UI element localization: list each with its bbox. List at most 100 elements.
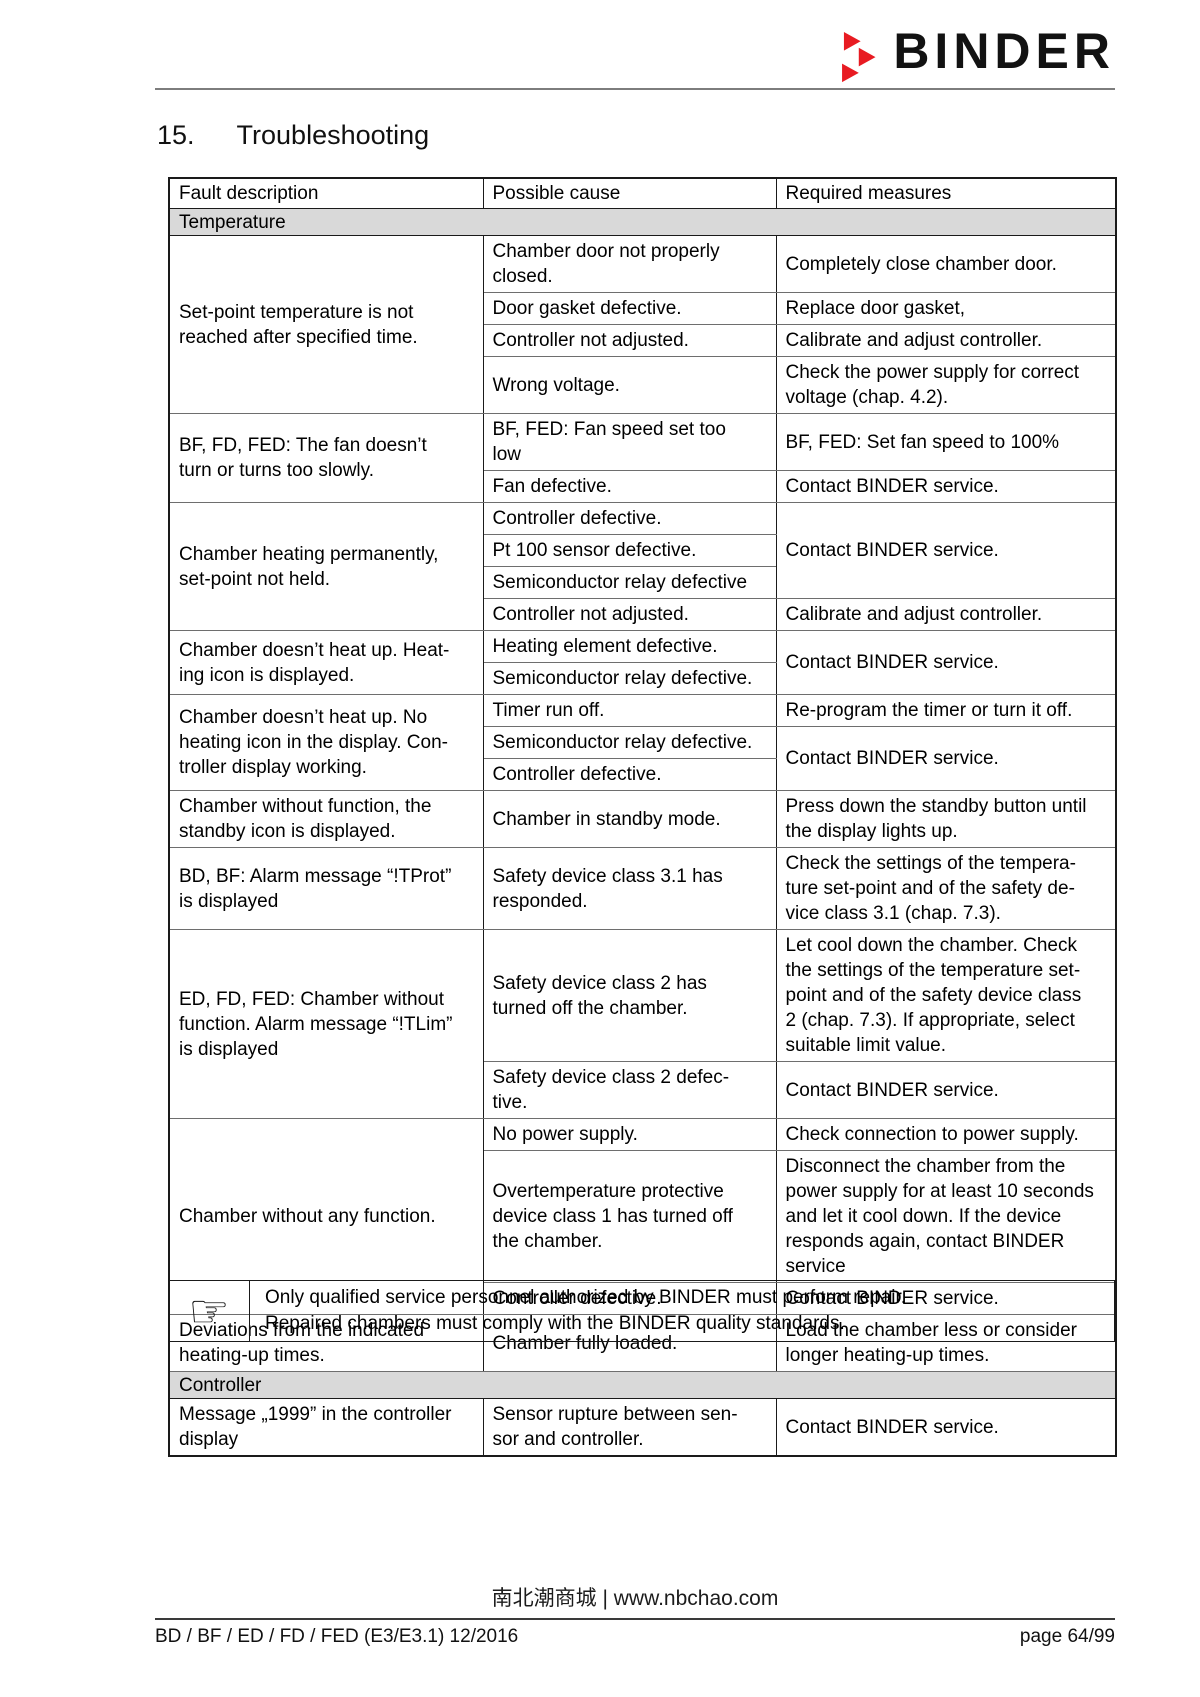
cause-cell: Controller not adjusted.	[482, 324, 777, 357]
table-row: Chamber without any function. No power su…	[168, 1118, 1117, 1315]
table-row: BF, FD, FED: The fan doesn’t turn or tur…	[168, 413, 1117, 503]
table-row: Controller defective. Contact BINDER serv…	[169, 1282, 1117, 1315]
measure-cell: Calibrate and adjust controller.	[775, 324, 1117, 357]
table-row: Deviations from the indicated heating-up…	[168, 1314, 1117, 1372]
note-icon-cell: ☞	[169, 1281, 250, 1341]
table-header-row: Fault description Possible cause Require…	[168, 177, 1117, 209]
page-title: 15. Troubleshooting	[157, 120, 429, 151]
binder-triangles-icon	[842, 32, 876, 83]
cause-cell: Safety device class 2 defec- tive.	[482, 1061, 777, 1119]
header-divider	[155, 88, 1115, 90]
measure-cell: Load the chamber less or consider longer…	[775, 1314, 1117, 1372]
cause-cell: Timer run off.	[482, 694, 777, 727]
cause-cell: Controller not adjusted.	[482, 598, 777, 631]
measure-cell: Completely close chamber door.	[775, 235, 1117, 293]
pointing-hand-icon: ☞	[188, 1285, 230, 1337]
table-row: Message „1999” in the controller display…	[168, 1398, 1117, 1457]
measure-cell: Contact BINDER service.	[775, 1398, 1117, 1457]
table-row: Overtemperature protective device class …	[169, 1150, 1117, 1283]
measure-cell: Contact BINDER service.	[775, 1061, 1117, 1119]
troubleshooting-table-wrap: Fault description Possible cause Require…	[168, 177, 1117, 1457]
cause-cell: Safety device class 3.1 has responded.	[482, 847, 777, 930]
cause-cell: Pt 100 sensor defective.	[482, 534, 777, 567]
fault-cell: Chamber doesn’t heat up. No heating icon…	[168, 694, 484, 791]
troubleshooting-table-body: Temperature Set-point temperature is not …	[168, 208, 1117, 1457]
fault-cell: ED, FD, FED: Chamber without function. A…	[168, 929, 484, 1119]
cause-cell: Sensor rupture between sen- sor and cont…	[482, 1398, 777, 1457]
section-row: Controller	[168, 1371, 1117, 1399]
table-row: BD, BF: Alarm message “!TProt” is displa…	[168, 847, 1117, 930]
section-band: Temperature	[168, 208, 1117, 236]
binder-logo-text: BINDER	[893, 23, 1115, 79]
fault-cell: Chamber heating permanently, set-point n…	[168, 502, 484, 631]
fault-cell: Set-point temperature is not reached aft…	[168, 235, 484, 414]
cause-cell: Semiconductor relay defective.	[482, 726, 777, 759]
measure-cell: Contact BINDER service.	[775, 1282, 1117, 1315]
section-row: Temperature	[168, 208, 1117, 236]
fault-cell: Chamber doesn’t heat up. Heat- ing icon …	[168, 630, 484, 695]
measure-cell: Re-program the timer or turn it off.	[775, 694, 1117, 727]
footer-line: BD / BF / ED / FD / FED (E3/E3.1) 12/201…	[155, 1626, 1115, 1648]
fault-cell: BD, BF: Alarm message “!TProt” is displa…	[168, 847, 484, 930]
measure-cell: Replace door gasket,	[775, 292, 1117, 325]
footer-watermark: 南北潮商城 | www.nbchao.com	[491, 1587, 779, 1610]
measure-cell: Contact BINDER service.	[775, 726, 1117, 791]
note-box: ☞ Only qualified service personnel autho…	[168, 1280, 1115, 1342]
binder-logo: BINDER	[833, 26, 1115, 84]
troubleshooting-table: Fault description Possible cause Require…	[168, 177, 1117, 1457]
cause-cell: Overtemperature protective device class …	[482, 1150, 777, 1283]
cause-cell: Wrong voltage.	[482, 356, 777, 414]
cause-cell: Controller defective.	[482, 758, 777, 791]
measure-cell: Check the power supply for correct volta…	[775, 356, 1117, 414]
table-row: Controller not adjusted. Calibrate and ad…	[169, 598, 1117, 631]
column-header-measures: Required measures	[775, 177, 1117, 209]
column-header-fault: Fault description	[168, 177, 484, 209]
cause-cell: Chamber door not properly closed.	[482, 235, 777, 293]
measure-cell: Disconnect the chamber from the power su…	[775, 1150, 1117, 1283]
fault-cell: Message „1999” in the controller display	[168, 1398, 484, 1457]
cause-cell: Controller defective.	[482, 1282, 777, 1315]
measure-cell: BF, FED: Set fan speed to 100%	[775, 413, 1117, 471]
cause-cell: Controller defective.	[482, 502, 777, 535]
cause-cell: Heating element defective.	[482, 630, 777, 663]
fault-cell: Chamber without any function.	[168, 1118, 484, 1315]
cause-cell: Safety device class 2 has turned off the…	[482, 929, 777, 1062]
table-row: Chamber heating permanently, set-point n…	[168, 502, 1117, 631]
table-row: Semiconductor relay defective. Contact BI…	[169, 726, 1117, 791]
measure-cell: Press down the standby button until the …	[775, 790, 1117, 848]
section-band: Controller	[168, 1371, 1117, 1399]
measure-cell: Calibrate and adjust controller.	[775, 598, 1117, 631]
cause-cell: BF, FED: Fan speed set too low	[482, 413, 777, 471]
note-line: Only qualified service personnel authori…	[265, 1287, 907, 1308]
table-row: ED, FD, FED: Chamber without function. A…	[168, 929, 1117, 1119]
fault-cell: Chamber without function, the standby ic…	[168, 790, 484, 848]
cause-cell: Chamber fully loaded.	[482, 1314, 777, 1372]
section-number: 15.	[157, 120, 195, 150]
measure-cell: Let cool down the chamber. Check the set…	[775, 929, 1117, 1062]
cause-cell: Semiconductor relay defective.	[482, 662, 777, 695]
table-row: Safety device class 2 defec- tive. Contac…	[169, 1061, 1117, 1119]
table-row: Chamber without function, the standby ic…	[168, 790, 1117, 848]
footer-doc-id: BD / BF / ED / FD / FED (E3/E3.1) 12/201…	[155, 1626, 519, 1647]
cause-cell: Door gasket defective.	[482, 292, 777, 325]
fault-cell: BF, FD, FED: The fan doesn’t turn or tur…	[168, 413, 484, 503]
cause-cell: Fan defective.	[482, 470, 777, 503]
table-row: Semiconductor relay defective.	[169, 662, 1116, 695]
table-row: Set-point temperature is not reached aft…	[168, 235, 1117, 414]
cause-cell: No power supply.	[482, 1118, 777, 1151]
measure-cell: Contact BINDER service.	[775, 470, 1117, 503]
footer-divider	[155, 1618, 1115, 1620]
footer-page-number: page 64/99	[1019, 1626, 1115, 1647]
table-row: Chamber doesn’t heat up. No heating icon…	[168, 694, 1117, 791]
section-title-text: Troubleshooting	[236, 120, 430, 150]
measure-cell: Contact BINDER service.	[775, 502, 1117, 599]
measure-cell: Contact BINDER service.	[775, 630, 1117, 695]
measure-cell: Check connection to power supply.	[775, 1118, 1117, 1151]
table-row: Chamber doesn’t heat up. Heat- ing icon …	[168, 630, 1117, 695]
note-text: Only qualified service personnel authori…	[250, 1281, 916, 1341]
cause-cell: Chamber in standby mode.	[482, 790, 777, 848]
cause-cell: Semiconductor relay defective	[482, 566, 777, 599]
table-row: Wrong voltage. Check the power supply for…	[169, 356, 1117, 414]
note-line: Repaired chambers must comply with the B…	[265, 1313, 845, 1334]
measure-cell: Check the settings of the tempera- ture …	[775, 847, 1117, 930]
